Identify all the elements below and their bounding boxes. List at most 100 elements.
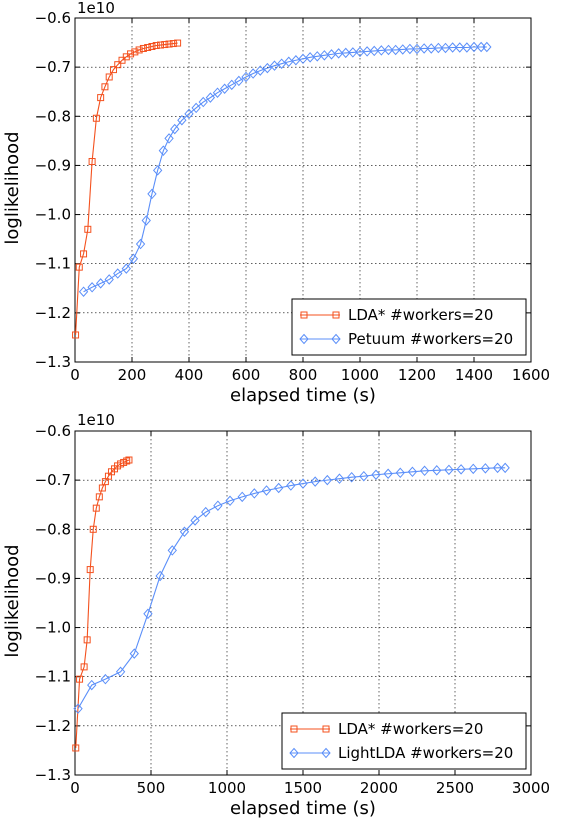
chart-1-series-2-point — [276, 58, 287, 69]
chart-1-series-1-point — [161, 41, 169, 49]
chart-2-legend-swatch-marker — [290, 725, 298, 733]
chart-1-xlabel: elapsed time (s) — [230, 385, 376, 406]
chart-2-series-2-point — [492, 462, 503, 474]
chart-2-series-2-point — [167, 545, 177, 556]
chart-1-series-1-point — [105, 73, 113, 81]
chart-1-series-2-point — [198, 96, 208, 108]
chart-1-series-2-point — [158, 145, 169, 156]
chart-2-x-tick-label: 2500 — [436, 779, 474, 797]
chart-1-legend-label-2: Petuum #workers=20 — [348, 330, 513, 348]
chart-1-series-1-point — [148, 43, 156, 51]
chart-2-y-tick-label: −1.1 — [35, 668, 71, 686]
chart-2-series-2-point — [179, 526, 190, 537]
chart-1-series-1-point — [165, 40, 173, 48]
chart-2-series-2-point — [468, 463, 478, 475]
chart-1-series-2-point — [147, 188, 157, 200]
chart-1-series-2-point — [255, 65, 265, 76]
chart-2-series-2 — [73, 462, 510, 714]
chart-2-series-1-point — [76, 675, 84, 683]
chart-1-x-tick-label: 1400 — [455, 366, 493, 384]
chart-2-series-2-point — [73, 703, 83, 714]
chart-1-series-2-point — [227, 79, 237, 91]
chart-1-x-tick-label: 1200 — [398, 366, 436, 384]
chart-2-series-2-point — [419, 465, 430, 477]
chart-1-x-tick-label: 200 — [118, 366, 147, 384]
chart-1-x-tick-label: 0 — [70, 366, 80, 384]
chart-2-series-1-point — [95, 493, 103, 501]
chart-1-series-2-point — [170, 123, 180, 135]
chart-1-y-tick-label: −0.6 — [35, 9, 71, 27]
chart-2-series-2-point — [274, 482, 284, 494]
chart-1-y-tick-label: −0.8 — [35, 107, 71, 125]
chart-1-series-2-point — [121, 263, 131, 274]
chart-1-series-1-point — [169, 40, 177, 48]
chart-1-y-tick-label: −1.2 — [35, 304, 71, 322]
chart-2-y-offset-label: 1e10 — [77, 411, 115, 429]
chart-2-series-2-point — [115, 666, 126, 678]
chart-1-series-2-point — [362, 46, 372, 57]
chart-1-series-2-point — [426, 43, 436, 54]
chart-1-series-2-point — [455, 42, 465, 53]
chart-2-series-1 — [72, 456, 133, 752]
chart-1-series-2-point — [135, 238, 146, 250]
chart-2-series-2-point — [395, 467, 405, 479]
chart-2-series-1-point — [72, 744, 80, 752]
chart-1-series-1-point — [135, 46, 143, 54]
chart-1-series-2-point — [248, 68, 258, 79]
chart-1-legend-swatch-marker — [331, 333, 341, 345]
chart-1-series-2-point — [440, 42, 451, 54]
chart-2-legend-swatch-marker — [322, 725, 330, 733]
chart-1-series-2-point — [433, 42, 444, 54]
chart-1-series-1-point — [114, 61, 122, 69]
chart-1-series-1-point — [88, 157, 96, 165]
chart-2-legend-box — [281, 712, 527, 770]
chart-1-series-2-point — [152, 165, 163, 176]
chart-1-series-1-point — [139, 44, 147, 52]
chart-1-series-2-point — [205, 92, 216, 103]
chart-2-series-2-point — [298, 478, 308, 489]
chart-1-series-2-point — [113, 268, 123, 279]
chart-1-series-2-point — [369, 45, 379, 57]
chart-1-series-1-line — [75, 42, 178, 336]
chart-1-y-tick-label: −1.3 — [35, 353, 71, 371]
chart-1-series-2-point — [319, 50, 330, 61]
chart-1-series-2-point — [78, 286, 89, 297]
chart-1-series-1-point — [131, 48, 139, 56]
chart-2-y-tick-label: −0.6 — [35, 422, 71, 440]
chart-panel-2: loglikelihood elapsed time (s) 1e10 0 500… — [2, 411, 550, 819]
chart-1-legend: LDA* #workers=20 Petuum #workers=20 — [291, 298, 527, 356]
chart-1-ylabel: loglikelihood — [2, 131, 23, 244]
chart-1-series-2-point — [383, 44, 394, 56]
chart-2-series-1-point — [123, 457, 131, 465]
chart-2-series-2-point — [143, 608, 153, 620]
chart-1-legend-swatch-marker — [300, 311, 308, 319]
chart-1-series-2-point — [405, 43, 415, 55]
chart-1-series-2 — [78, 41, 492, 297]
chart-2-x-tick-label: 500 — [137, 779, 166, 797]
chart-1-series-2-point — [219, 83, 230, 95]
chart-1-series-1-point — [80, 250, 88, 258]
chart-1-series-2-point — [376, 45, 387, 56]
chart-2-series-2-point — [286, 480, 296, 491]
chart-2-series-1-point — [86, 566, 94, 574]
chart-1-y-offset-label: 1e10 — [77, 0, 115, 17]
chart-2-series-2-point — [249, 488, 260, 499]
chart-2-series-2-point — [383, 468, 393, 480]
chart-2-ylabel: loglikelihood — [2, 544, 23, 657]
chart-1-series-2-point — [398, 44, 408, 55]
chart-1-series-1-point — [72, 331, 80, 339]
chart-1-series-2-point — [191, 102, 201, 114]
chart-2-series-1-point — [83, 636, 91, 644]
chart-1-x-tick-label: 600 — [232, 366, 261, 384]
chart-1-series-2-point — [419, 43, 429, 54]
chart-2-x-tick-label: 1500 — [284, 779, 322, 797]
chart-1-series-1 — [72, 39, 182, 339]
chart-1-series-2-point — [333, 48, 344, 59]
chart-2-series-2-point — [261, 485, 272, 496]
chart-1-series-2-point — [184, 108, 194, 120]
chart-1-x-tick-label: 800 — [289, 366, 318, 384]
chart-2-y-tick-label: −1.2 — [35, 717, 71, 735]
chart-2-series-2-point — [225, 495, 235, 507]
chart-1-series-1-point — [152, 42, 160, 50]
